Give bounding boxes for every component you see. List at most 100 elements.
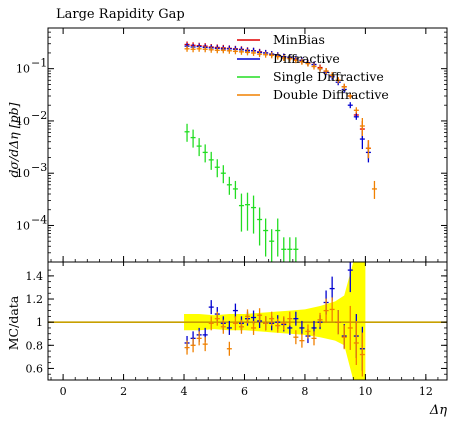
data-point [245,192,250,231]
x-axis-label: Δη [429,403,447,418]
legend-label-diffractive: Diffractive [273,51,340,66]
data-point [184,45,190,52]
y-tick-exponent: −2 [31,109,47,122]
ratio-point [305,324,311,339]
ratio-point [299,320,305,335]
ratio-point [245,309,250,324]
data-point [287,237,293,262]
ratio-point [299,333,305,348]
ratio-point [281,316,287,331]
data-point [190,129,196,148]
data-point [269,229,275,262]
y-tick-exponent: −1 [31,57,47,70]
x-tick-label: 8 [301,385,308,398]
data-point [305,60,311,67]
x-tick-label: 2 [120,385,127,398]
x-tick-label: 10 [358,385,372,398]
data-point [287,55,293,62]
data-point [208,151,214,170]
ratio-point [293,311,299,326]
data-point [329,72,335,79]
data-point [323,68,329,75]
chart-title: Large Rapidity Gap [56,7,185,22]
x-tick-label: 12 [419,385,433,398]
ratio-y-tick-label: 0.6 [26,362,44,375]
ratio-uncertainty-band [184,262,366,380]
ratio-point [220,319,226,334]
data-point [190,46,196,53]
ratio-point [257,308,263,323]
data-point [220,165,226,184]
data-point [353,107,359,114]
ratio-point [202,337,208,352]
legend: MinBias Diffractive Single Diffractive D… [237,32,389,102]
y-tick-label: 10 [16,115,30,128]
ratio-point [323,298,329,323]
x-tick-label: 4 [181,385,188,398]
ratio-panel-frame [47,261,448,381]
data-point [202,144,208,163]
ratio-point [311,331,317,346]
data-point [238,193,244,232]
ratio-point [359,332,365,377]
data-point [347,92,353,99]
ratio-point [226,320,232,335]
series-single-diffractive [184,123,299,262]
data-point [281,237,287,262]
data-point [275,53,281,60]
ratio-y-tick-label: 1.2 [26,293,44,306]
ratio-point [263,316,269,331]
data-point [359,118,365,137]
y-tick-label: 10 [16,219,30,232]
ratio-point [329,276,335,301]
data-point [196,138,202,157]
data-point [263,51,269,58]
ratio-point [293,330,299,345]
data-point [257,207,263,246]
ratio-point [190,338,196,353]
data-point [371,180,377,199]
ratio-point [214,311,220,326]
data-point [238,48,244,55]
ratio-point [208,316,214,331]
data-point [226,176,232,195]
ratio-y-tick-label: 1.4 [26,270,44,283]
y-tick-exponent: −4 [31,213,47,226]
data-point [232,180,238,199]
ratio-point [196,331,202,346]
ratio-band-layer [184,262,366,380]
data-point [317,65,323,72]
data-point [293,57,299,64]
legend-label-double-diffractive: Double Diffractive [273,87,389,102]
ratio-point [317,312,323,327]
ratio-point [335,310,341,335]
data-point [275,218,281,257]
ratio-y-tick-label: 0.8 [26,339,44,352]
ratio-point [275,318,281,333]
x-tick-label: 6 [241,385,248,398]
data-point [251,49,257,56]
data-point [269,52,275,59]
ratio-point [341,325,347,350]
data-point [311,63,317,70]
ratio-point [232,316,238,331]
y-tick-exponent: −3 [31,161,47,174]
ratio-point [329,297,335,322]
data-point [263,218,269,257]
ratio-point [238,319,244,334]
data-point [299,58,305,65]
y-axis-label-main: dσ/dΔη [pb] [6,102,21,177]
y-axis-label-ratio: MC/data [6,295,21,350]
data-point [214,159,220,178]
ratio-point [251,320,257,335]
data-point [347,102,353,109]
data-point [232,48,238,55]
ratio-point [232,303,238,318]
ratio-point [184,340,190,355]
data-point [293,237,299,262]
ratio-series-double-diffractive [184,297,365,377]
ratio-point [208,300,214,315]
y-tick-label: 10 [16,167,30,180]
